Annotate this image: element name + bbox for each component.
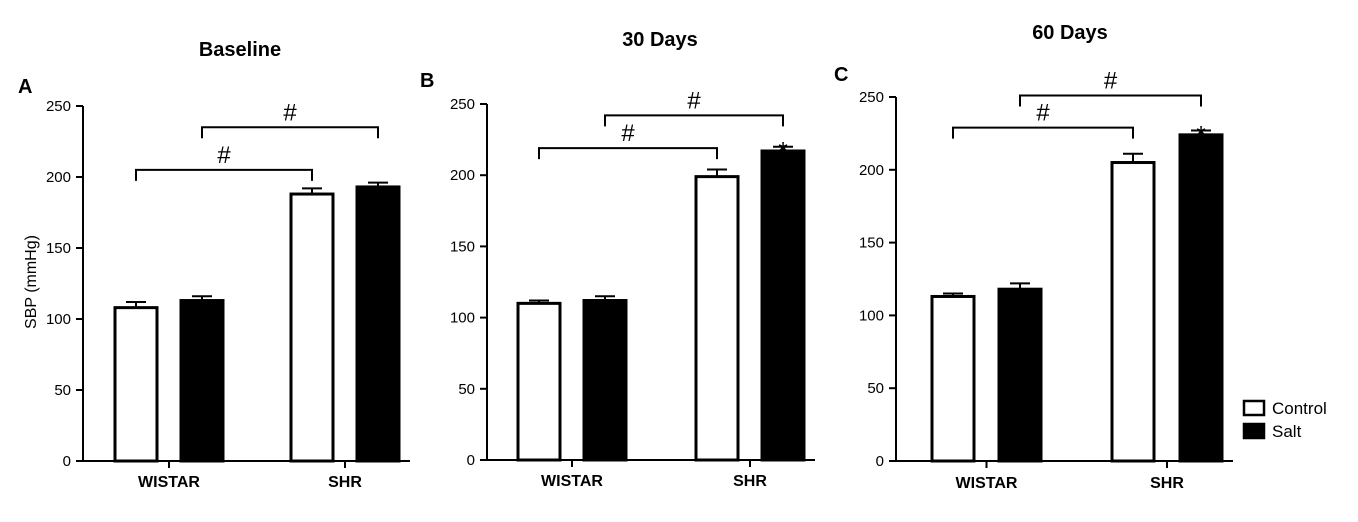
y-axis-label: SBP (mmHg) [23, 235, 40, 329]
y-tick-label: 100 [450, 310, 475, 327]
bar-salt-shr [355, 185, 401, 463]
legend-label-salt: Salt [1272, 422, 1302, 441]
bar-control-shr [694, 175, 740, 462]
bracket-label: # [621, 120, 635, 147]
bracket-label: # [687, 87, 701, 114]
legend-swatch-control [1242, 399, 1266, 417]
bar-salt-wistar [997, 287, 1043, 463]
y-tick-label: 200 [859, 162, 884, 179]
panel-letter: A [18, 76, 32, 98]
significance-star: * [778, 138, 787, 165]
bar-control-wistar [113, 306, 159, 463]
significance-bracket [538, 147, 718, 160]
y-tick-label: 0 [876, 453, 884, 470]
x-tick-label: SHR [1150, 475, 1184, 492]
significance-star: * [1196, 121, 1205, 148]
y-tick-label: 200 [450, 167, 475, 184]
bracket-label: # [217, 142, 231, 169]
significance-bracket [952, 126, 1134, 139]
legend: Control Salt [1242, 399, 1327, 441]
x-tick-label: WISTAR [956, 475, 1018, 492]
legend-swatch-salt [1242, 422, 1266, 440]
x-tick-label: SHR [328, 474, 362, 491]
y-tick-label: 100 [859, 307, 884, 324]
bar-salt-shr [1178, 133, 1224, 463]
panel-title: Baseline [199, 39, 281, 61]
y-tick-label: 250 [46, 98, 71, 115]
y-tick-label: 100 [46, 311, 71, 328]
bar-control-wistar [930, 294, 976, 463]
y-tick-label: 250 [859, 89, 884, 106]
y-tick-label: 50 [54, 382, 71, 399]
y-tick-label: 150 [46, 240, 71, 257]
significance-bracket [604, 114, 784, 127]
y-tick-label: 50 [867, 380, 884, 397]
bracket-label: # [1104, 68, 1118, 95]
x-tick-label: SHR [733, 473, 767, 490]
y-tick-label: 150 [450, 238, 475, 255]
bar-control-shr [1110, 161, 1156, 463]
panel-c: 60 Days C 0 50 100 150 200 250 WISTAR SHR * # # [834, 22, 1233, 492]
panel-letter: B [420, 70, 434, 92]
bar-salt-wistar [582, 299, 628, 462]
panel-b: 30 Days B 0 50 100 150 200 250 WISTAR SHR * # # [420, 29, 815, 490]
y-tick-label: 150 [859, 235, 884, 252]
panels: Baseline A 0 50 100 150 200 250 WISTAR SHR # #30 Da… [18, 22, 1233, 492]
bar-salt-wistar [179, 299, 225, 463]
y-tick-label: 200 [46, 169, 71, 186]
panel-a: Baseline A 0 50 100 150 200 250 WISTAR SHR # # [18, 39, 410, 491]
legend-label-control: Control [1272, 399, 1327, 418]
y-tick-label: 0 [63, 453, 71, 470]
y-tick-label: 250 [450, 96, 475, 113]
panel-title: 30 Days [622, 29, 698, 51]
x-tick-label: WISTAR [541, 473, 603, 490]
panel-title: 60 Days [1032, 22, 1108, 44]
significance-bracket [1019, 94, 1202, 107]
bar-salt-shr [760, 149, 806, 462]
bracket-label: # [283, 99, 297, 126]
panel-letter: C [834, 64, 848, 86]
y-tick-label: 50 [458, 381, 475, 398]
bracket-label: # [1036, 100, 1050, 127]
y-tick-label: 0 [467, 452, 475, 469]
bar-control-wistar [516, 301, 562, 462]
x-tick-label: WISTAR [138, 474, 200, 491]
bar-control-shr [289, 192, 335, 463]
significance-bracket [135, 168, 313, 181]
significance-bracket [201, 126, 379, 139]
